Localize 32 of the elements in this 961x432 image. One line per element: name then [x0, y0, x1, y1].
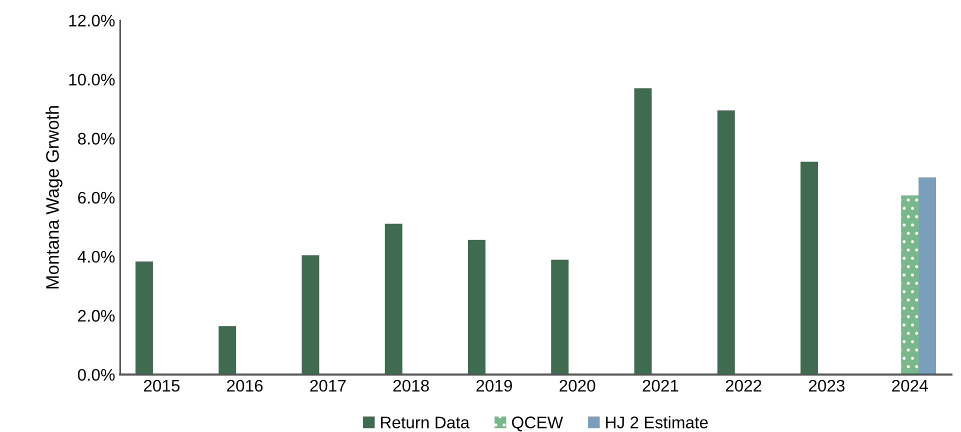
x-tick-label: 2016 [227, 380, 263, 392]
bar [551, 260, 569, 375]
y-tick-label: 10.0% [69, 74, 115, 86]
y-tick-label: 8.0% [78, 132, 115, 145]
bar [800, 162, 818, 375]
y-tick-label: 2.0% [78, 310, 115, 322]
y-tick-label: 6.0% [78, 192, 115, 204]
bar [302, 255, 320, 375]
x-tick-label: 2021 [642, 380, 678, 392]
legend-label: QCEW [512, 416, 564, 432]
x-tick-label: 2022 [726, 380, 762, 392]
y-tick-label: 0.0% [78, 368, 115, 381]
y-tick-label: 4.0% [78, 250, 115, 263]
bar [218, 326, 236, 375]
y-axis-title: Montana Wage Grwoth [46, 106, 62, 288]
x-tick-label: 2024 [892, 380, 928, 392]
bar [634, 88, 652, 375]
bar [717, 110, 735, 375]
x-tick-label: 2019 [476, 380, 512, 392]
x-tick-label: 2020 [560, 380, 596, 392]
bar [468, 240, 486, 375]
y-tick-label: 12.0% [69, 14, 115, 27]
x-tick-label: 2017 [310, 380, 346, 392]
x-tick-label: 2023 [809, 380, 845, 392]
bar [901, 195, 919, 375]
bar [918, 177, 936, 375]
legend-label: HJ 2 Estimate [606, 416, 708, 428]
bar [136, 261, 153, 375]
x-tick-label: 2018 [393, 380, 429, 392]
legend-label: Return Data [381, 416, 470, 428]
bar [384, 224, 402, 375]
x-tick-label: 2015 [144, 380, 180, 392]
